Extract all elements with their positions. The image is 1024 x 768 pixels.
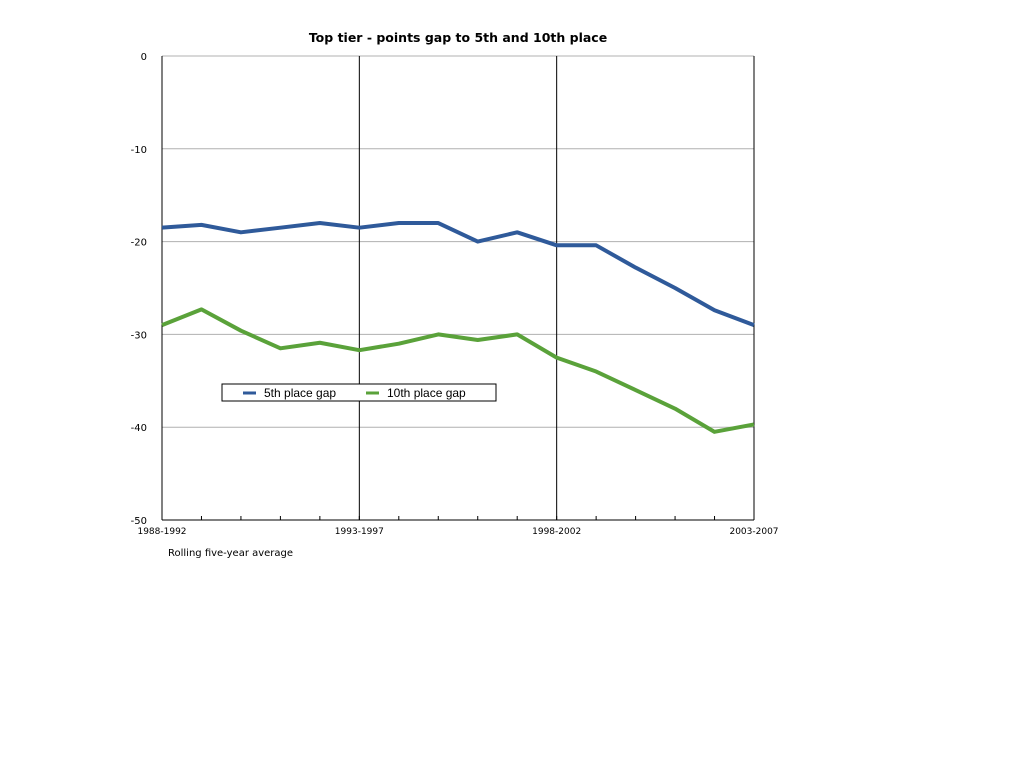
chart-title: Top tier - points gap to 5th and 10th pl… bbox=[309, 30, 607, 45]
gridlines bbox=[161, 55, 755, 521]
y-tick-label: -30 bbox=[131, 330, 147, 341]
x-axis-label: Rolling five-year average bbox=[168, 548, 293, 559]
series-line-10th-place-gap bbox=[161, 307, 755, 434]
legend-label-5th: 5th place gap bbox=[264, 386, 336, 400]
legend-label-10th: 10th place gap bbox=[387, 386, 466, 400]
y-tick-label: -20 bbox=[131, 238, 147, 249]
series-lines bbox=[161, 221, 755, 434]
y-tick-label: -50 bbox=[131, 516, 147, 527]
x-tick-label: 1993-1997 bbox=[335, 527, 384, 537]
y-axis: 0 -10 -20 -30 -40 -50 bbox=[131, 52, 147, 527]
x-tick-label: 1988-1992 bbox=[137, 527, 186, 537]
series-line-5th-place-gap bbox=[161, 221, 755, 327]
y-tick-label: -40 bbox=[131, 423, 147, 434]
x-axis: 1988-1992 1993-1997 1998-2002 2003-2007 bbox=[137, 516, 779, 537]
x-tick-label: 2003-2007 bbox=[729, 527, 778, 537]
legend: 5th place gap 10th place gap bbox=[221, 383, 497, 402]
y-tick-label: -10 bbox=[131, 145, 147, 156]
y-tick-label: 0 bbox=[141, 52, 147, 63]
x-tick-label: 1998-2002 bbox=[532, 527, 581, 537]
